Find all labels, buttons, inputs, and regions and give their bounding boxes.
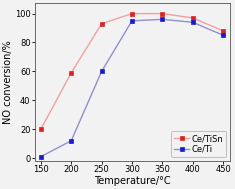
Ce/TiSn (191, 17, 194, 19)
Line: Ce/TiSn: Ce/TiSn (39, 12, 225, 131)
Ce/TiSn (39, 128, 42, 130)
X-axis label: Temperature/°C: Temperature/°C (94, 176, 171, 186)
Ce/Ti (39, 156, 42, 158)
Ce/TiSn (100, 22, 103, 25)
Ce/Ti (161, 18, 164, 20)
Ce/TiSn (161, 12, 164, 15)
Line: Ce/Ti: Ce/Ti (39, 17, 225, 159)
Ce/Ti (100, 70, 103, 73)
Ce/TiSn (131, 12, 133, 15)
Ce/Ti (191, 21, 194, 23)
Ce/Ti (131, 20, 133, 22)
Y-axis label: NO conversion/%: NO conversion/% (4, 40, 13, 124)
Ce/TiSn (70, 72, 73, 74)
Ce/Ti (222, 34, 225, 36)
Legend: Ce/TiSn, Ce/Ti: Ce/TiSn, Ce/Ti (171, 131, 226, 157)
Ce/TiSn (222, 30, 225, 32)
Ce/Ti (70, 140, 73, 142)
